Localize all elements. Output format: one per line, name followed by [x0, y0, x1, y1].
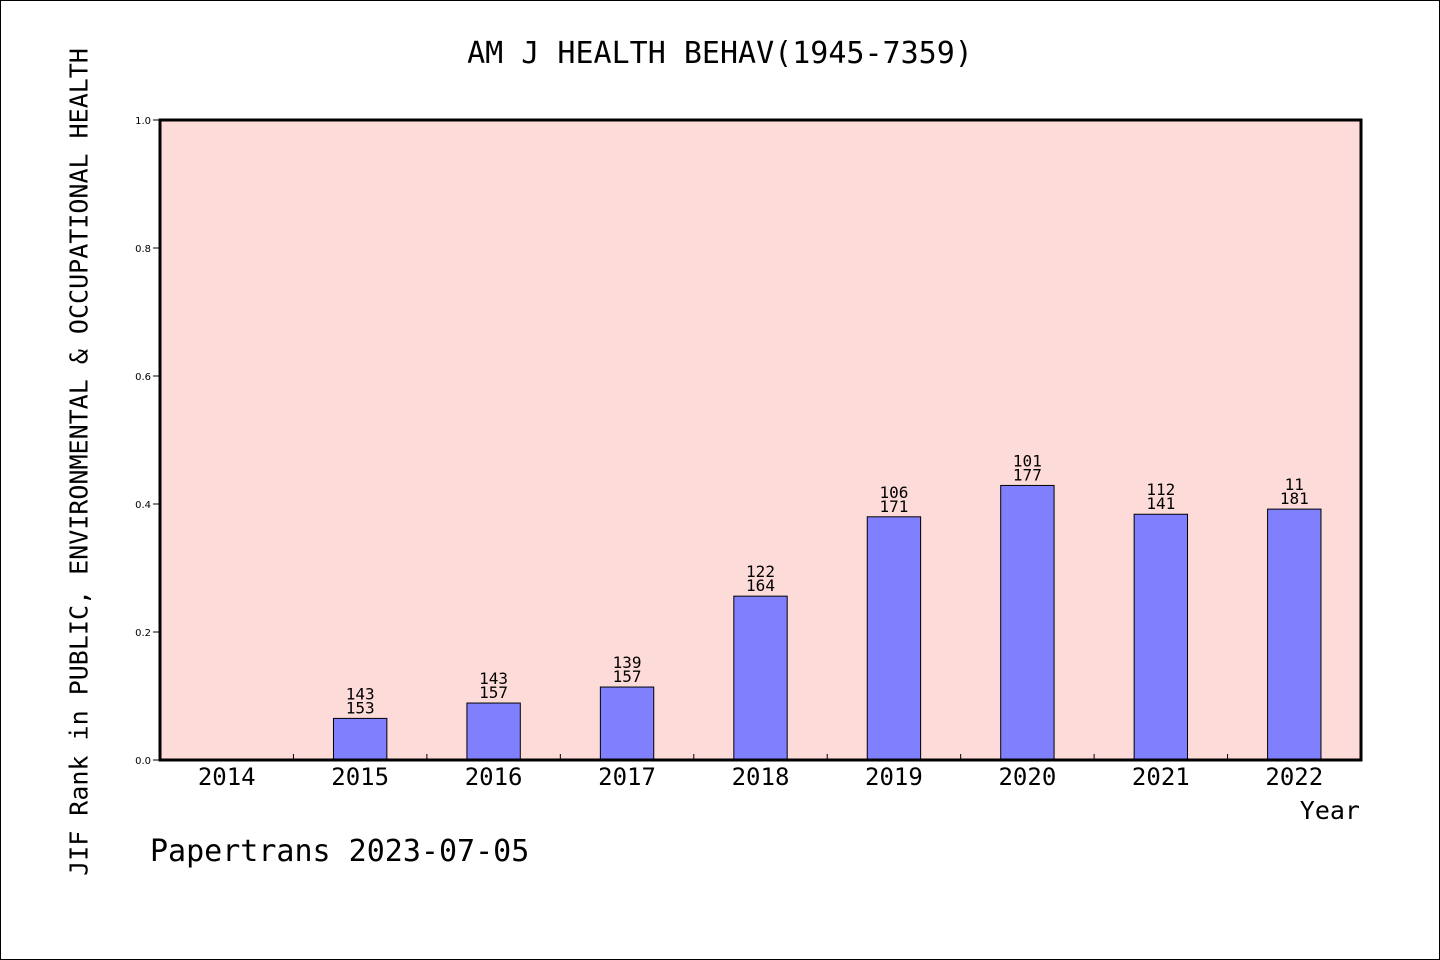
x-tick-label: 2022	[1265, 763, 1323, 791]
x-tick-label: 2020	[998, 763, 1056, 791]
x-tick-label: 2014	[198, 763, 256, 791]
bar	[1267, 508, 1322, 761]
bar-rank-label: 143	[346, 684, 375, 703]
bar	[866, 516, 922, 761]
bar-rank-label: 101	[1013, 451, 1042, 470]
y-tick-label: 1.0	[135, 116, 151, 127]
bar	[332, 717, 388, 761]
x-tick-label: 2019	[865, 763, 923, 791]
bar-total-label: 164	[746, 576, 775, 595]
bar-rank-label: 143	[479, 669, 508, 688]
bar-total-label: 157	[613, 667, 642, 686]
x-axis-label: Year	[1299, 796, 1360, 825]
bar	[1133, 513, 1189, 761]
x-tick-label: 2017	[598, 763, 656, 791]
y-tick-label: 0.4	[135, 500, 151, 511]
y-tick-label: 0.8	[135, 244, 151, 255]
x-tick-label: 2016	[465, 763, 523, 791]
chart-title: AM J HEALTH BEHAV(1945-7359)	[467, 36, 973, 71]
y-tick-label: 0.2	[135, 628, 151, 639]
bar	[1000, 484, 1055, 761]
bar-total-label: 171	[879, 497, 908, 516]
bar-rank-label: 112	[1146, 480, 1175, 499]
bar-rank-label: 106	[879, 483, 908, 502]
bar-total-label: 141	[1146, 494, 1175, 513]
bar	[466, 702, 521, 761]
bar-total-label: 181	[1280, 489, 1309, 508]
bar-rank-label: 139	[613, 653, 642, 672]
y-tick-label: 0.6	[135, 372, 151, 383]
y-axis-label: JIF Rank in PUBLIC, ENVIRONMENTAL & OCCU…	[64, 48, 94, 876]
bar-total-label: 153	[346, 698, 375, 717]
plot-border	[158, 118, 1363, 762]
bar-rank-label: 11	[1285, 475, 1304, 494]
x-tick-label: 2018	[732, 763, 790, 791]
bar	[599, 686, 655, 761]
x-tick-label: 2021	[1132, 763, 1190, 791]
y-tick-label: 0.0	[135, 756, 151, 767]
bar-total-label: 157	[479, 683, 508, 702]
bar	[733, 595, 788, 761]
bar-total-label: 177	[1013, 465, 1042, 484]
bar-rank-label: 122	[746, 562, 775, 581]
x-tick-label: 2015	[331, 763, 389, 791]
footer-credit: Papertrans 2023-07-05	[150, 834, 530, 869]
